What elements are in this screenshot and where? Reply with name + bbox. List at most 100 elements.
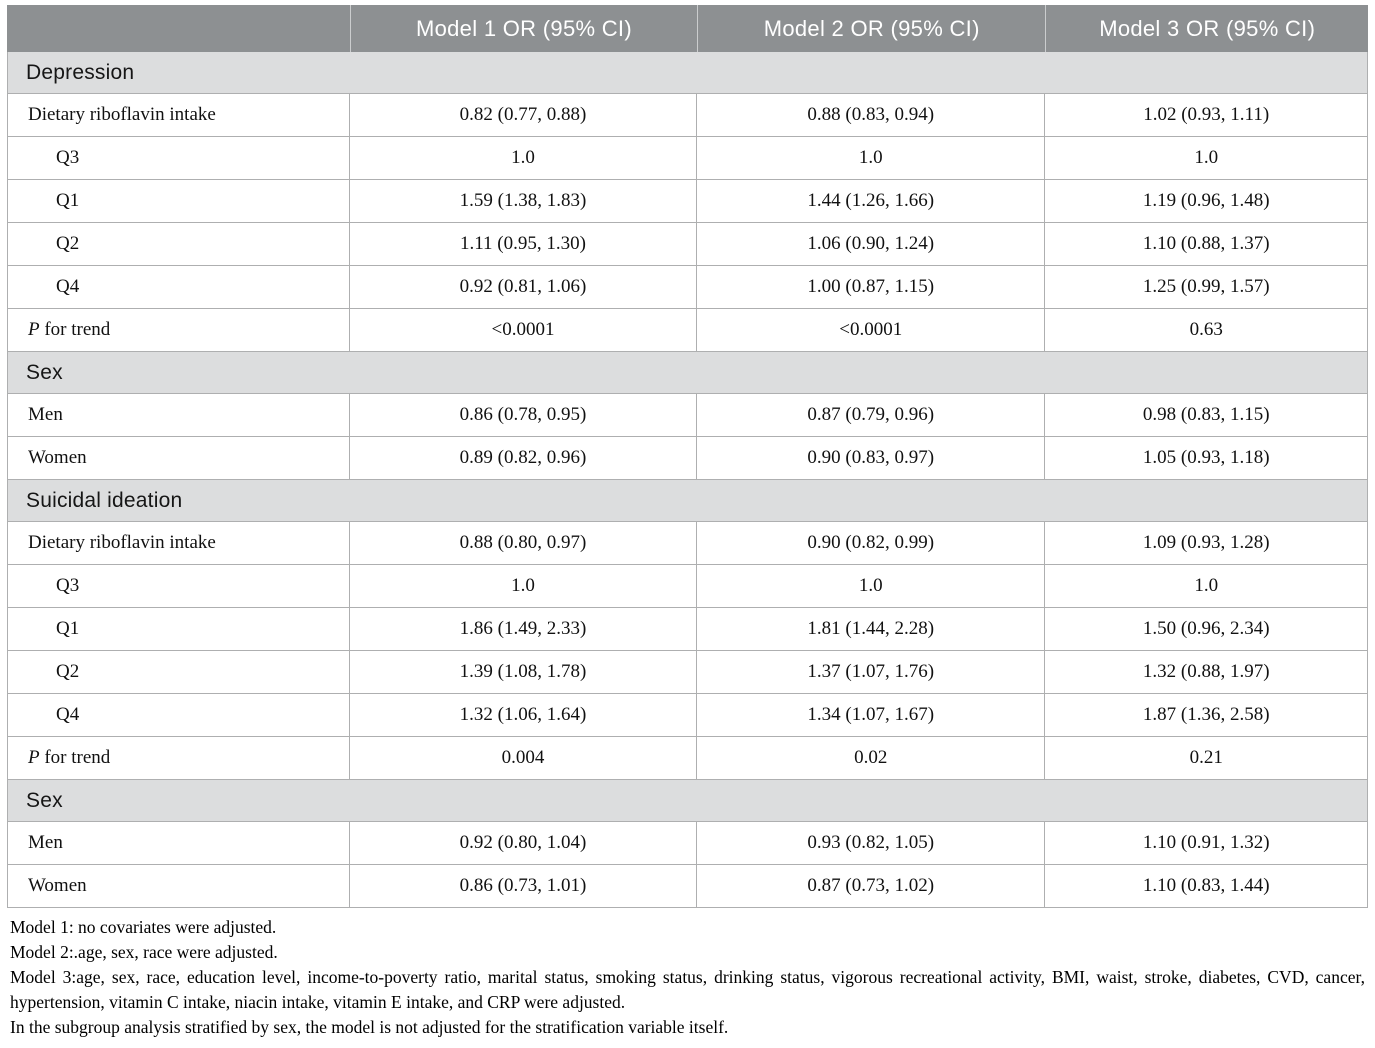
table-row: Women 0.89 (0.82, 0.96) 0.90 (0.83, 0.97) 1…	[7, 437, 1368, 480]
value-cell: 0.63	[1045, 309, 1368, 352]
row-label: Q4	[7, 266, 350, 309]
value-cell: 1.32 (1.06, 1.64)	[349, 694, 698, 737]
row-label-italic-part: P	[28, 747, 40, 768]
value-cell: 1.02 (0.93, 1.11)	[1045, 94, 1368, 137]
value-cell: 0.02	[697, 737, 1046, 780]
row-label: Women	[7, 437, 350, 480]
section-row: Sex	[7, 780, 1368, 822]
row-label: Q2	[7, 223, 350, 266]
table-body: Depression Dietary riboflavin intake 0.82 …	[7, 52, 1368, 908]
table-row: Men 0.92 (0.80, 1.04) 0.93 (0.82, 1.05) 1.1…	[7, 822, 1368, 865]
column-header: Model 1 OR (95% CI)	[349, 5, 698, 52]
table-row: P for trend <0.0001 <0.0001 0.63	[7, 309, 1368, 352]
table-row: Q3 1.0 1.0 1.0	[7, 565, 1368, 608]
section-header: Sex	[7, 780, 1368, 822]
value-cell: 0.98 (0.83, 1.15)	[1045, 394, 1368, 437]
value-cell: 0.90 (0.83, 0.97)	[697, 437, 1046, 480]
value-cell: 1.11 (0.95, 1.30)	[349, 223, 698, 266]
value-cell: 1.00 (0.87, 1.15)	[697, 266, 1046, 309]
row-label: Q3	[7, 137, 350, 180]
value-cell: 1.0	[697, 565, 1046, 608]
section-header: Suicidal ideation	[7, 480, 1368, 522]
value-cell: 1.10 (0.88, 1.37)	[1045, 223, 1368, 266]
table-row: Q4 0.92 (0.81, 1.06) 1.00 (0.87, 1.15) 1.25…	[7, 266, 1368, 309]
table-row: Dietary riboflavin intake 0.88 (0.80, 0.9…	[7, 522, 1368, 565]
table-row: Q1 1.59 (1.38, 1.83) 1.44 (1.26, 1.66) 1.19…	[7, 180, 1368, 223]
row-label: Men	[7, 822, 350, 865]
value-cell: 1.05 (0.93, 1.18)	[1045, 437, 1368, 480]
table-row: Men 0.86 (0.78, 0.95) 0.87 (0.79, 0.96) 0.9…	[7, 394, 1368, 437]
table-row: Q2 1.39 (1.08, 1.78) 1.37 (1.07, 1.76) 1.32…	[7, 651, 1368, 694]
section-header: Depression	[7, 52, 1368, 94]
row-label-italic-part: P	[28, 319, 40, 340]
section-row: Suicidal ideation	[7, 480, 1368, 522]
value-cell: 0.86 (0.73, 1.01)	[349, 865, 698, 908]
row-label: Q2	[7, 651, 350, 694]
footnote-line: Model 2:.age, sex, race were adjusted.	[10, 942, 278, 962]
row-label-text-part: for trend	[39, 319, 111, 340]
value-cell: 1.39 (1.08, 1.78)	[349, 651, 698, 694]
value-cell: 1.34 (1.07, 1.67)	[697, 694, 1046, 737]
value-cell: 0.82 (0.77, 0.88)	[349, 94, 698, 137]
row-label: Q1	[7, 608, 350, 651]
row-label: Q1	[7, 180, 350, 223]
footnote-line: Model 1: no covariates were adjusted.	[10, 917, 277, 937]
value-cell: 0.87 (0.73, 1.02)	[697, 865, 1046, 908]
value-cell: 1.32 (0.88, 1.97)	[1045, 651, 1368, 694]
table-row: Q3 1.0 1.0 1.0	[7, 137, 1368, 180]
value-cell: 0.87 (0.79, 0.96)	[697, 394, 1046, 437]
value-cell: 0.86 (0.78, 0.95)	[349, 394, 698, 437]
value-cell: 1.19 (0.96, 1.48)	[1045, 180, 1368, 223]
row-label-text-part: for trend	[39, 747, 111, 768]
value-cell: 0.92 (0.80, 1.04)	[349, 822, 698, 865]
value-cell: 1.25 (0.99, 1.57)	[1045, 266, 1368, 309]
value-cell: 0.88 (0.80, 0.97)	[349, 522, 698, 565]
value-cell: 1.44 (1.26, 1.66)	[697, 180, 1046, 223]
table-row: Q2 1.11 (0.95, 1.30) 1.06 (0.90, 1.24) 1.10…	[7, 223, 1368, 266]
column-header: Model 2 OR (95% CI)	[697, 5, 1046, 52]
value-cell: 1.0	[349, 137, 698, 180]
footnote-line: In the subgroup analysis stratified by s…	[10, 1017, 729, 1037]
column-header: Model 3 OR (95% CI)	[1045, 5, 1368, 52]
section-row: Depression	[7, 52, 1368, 94]
section-row: Sex	[7, 352, 1368, 394]
table-row: Q1 1.86 (1.49, 2.33) 1.81 (1.44, 2.28) 1.50…	[7, 608, 1368, 651]
header-row: Model 1 OR (95% CI) Model 2 OR (95% CI) Mo…	[7, 5, 1368, 52]
value-cell: 1.59 (1.38, 1.83)	[349, 180, 698, 223]
table-row: Q4 1.32 (1.06, 1.64) 1.34 (1.07, 1.67) 1.87…	[7, 694, 1368, 737]
value-cell: 1.0	[697, 137, 1046, 180]
footnotes: Model 1: no covariates were adjusted. Mod…	[10, 915, 1365, 1040]
row-label: P for trend	[7, 309, 350, 352]
value-cell: 1.0	[1045, 565, 1368, 608]
value-cell: 0.21	[1045, 737, 1368, 780]
table-row: Dietary riboflavin intake 0.82 (0.77, 0.8…	[7, 94, 1368, 137]
value-cell: 0.90 (0.82, 0.99)	[697, 522, 1046, 565]
value-cell: 1.50 (0.96, 2.34)	[1045, 608, 1368, 651]
value-cell: 0.004	[349, 737, 698, 780]
value-cell: 0.92 (0.81, 1.06)	[349, 266, 698, 309]
value-cell: 1.86 (1.49, 2.33)	[349, 608, 698, 651]
odds-ratio-table: Model 1 OR (95% CI) Model 2 OR (95% CI) Mo…	[7, 5, 1368, 908]
value-cell: 0.88 (0.83, 0.94)	[697, 94, 1046, 137]
value-cell: 0.93 (0.82, 1.05)	[697, 822, 1046, 865]
section-header: Sex	[7, 352, 1368, 394]
value-cell: 1.81 (1.44, 2.28)	[697, 608, 1046, 651]
value-cell: <0.0001	[697, 309, 1046, 352]
row-label: P for trend	[7, 737, 350, 780]
row-label: Q4	[7, 694, 350, 737]
value-cell: 1.37 (1.07, 1.76)	[697, 651, 1046, 694]
table-row: P for trend 0.004 0.02 0.21	[7, 737, 1368, 780]
value-cell: 1.0	[1045, 137, 1368, 180]
row-label: Women	[7, 865, 350, 908]
value-cell: 0.89 (0.82, 0.96)	[349, 437, 698, 480]
row-label: Men	[7, 394, 350, 437]
row-label: Dietary riboflavin intake	[7, 94, 350, 137]
value-cell: 1.10 (0.83, 1.44)	[1045, 865, 1368, 908]
value-cell: <0.0001	[349, 309, 698, 352]
value-cell: 1.10 (0.91, 1.32)	[1045, 822, 1368, 865]
value-cell: 1.06 (0.90, 1.24)	[697, 223, 1046, 266]
value-cell: 1.87 (1.36, 2.58)	[1045, 694, 1368, 737]
footnote-line: Model 3:age, sex, race, education level,…	[10, 967, 1365, 1012]
value-cell: 1.0	[349, 565, 698, 608]
row-label: Q3	[7, 565, 350, 608]
